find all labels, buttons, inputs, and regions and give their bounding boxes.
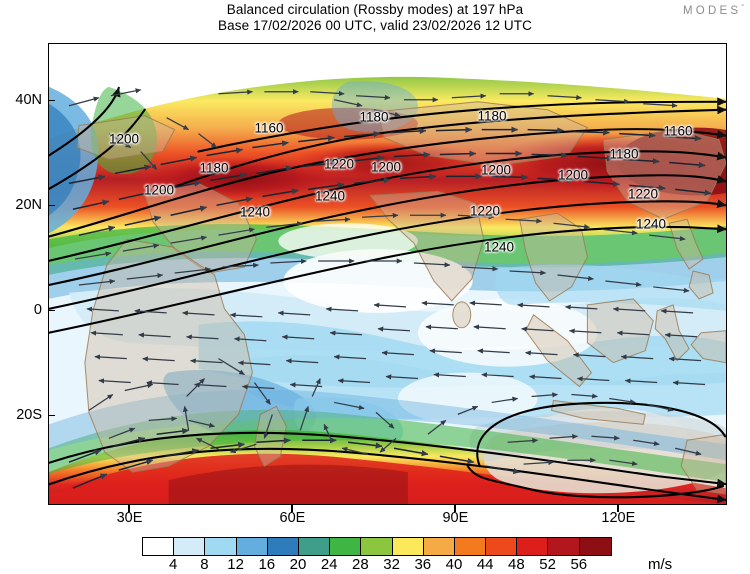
colorbar-tick-48: 48	[508, 556, 525, 573]
colorbar-tick-32: 32	[383, 556, 400, 573]
x-tick-mark	[128, 505, 131, 512]
colorbar-cell-11	[486, 538, 518, 555]
weather-map-svg	[49, 44, 726, 504]
colorbar-cell-14	[579, 538, 611, 555]
brand-mark: °	[741, 4, 744, 11]
colorbar[interactable]	[142, 537, 612, 556]
colorbar-tick-28: 28	[352, 556, 369, 573]
y-tick-label-40N: 40N	[15, 91, 42, 108]
contour-label: 1240	[635, 216, 667, 232]
y-tick-mark	[48, 414, 55, 417]
colorbar-cell-13	[548, 538, 580, 555]
colorbar-cell-1	[174, 538, 206, 555]
chart-subtitle: Base 17/02/2026 00 UTC, valid 23/02/2026…	[218, 18, 532, 33]
colorbar-cell-10	[454, 538, 487, 555]
colorbar-cell-6	[330, 538, 362, 555]
colorbar-cell-12	[517, 538, 549, 555]
x-tick-label-60E: 60E	[279, 510, 306, 526]
y-tick-label-0: 0	[33, 301, 42, 318]
colorbar-cell-4	[267, 538, 299, 555]
colorbar-tick-36: 36	[414, 556, 432, 573]
y-tick-mark	[48, 99, 55, 102]
x-tick-mark	[617, 505, 619, 512]
contour-label: 1240	[314, 188, 346, 204]
colorbar-cell-5	[298, 538, 331, 555]
contour-label: 1220	[469, 203, 501, 219]
colorbar-tick-12: 12	[227, 556, 244, 573]
y-tick-label-20S: 20S	[16, 406, 42, 423]
colorbar-tick-52: 52	[539, 556, 556, 573]
colorbar-cell-2	[205, 538, 237, 555]
y-tick-label-20N: 20N	[15, 196, 42, 213]
contour-label: 1160	[663, 123, 693, 139]
contour-label: 1160	[254, 120, 284, 136]
contour-label: 1180	[609, 146, 639, 162]
y-tick-mark	[48, 309, 55, 312]
contour-label: 1220	[627, 186, 659, 202]
chart-title-block: Balanced circulation (Rossby modes) at 1…	[0, 2, 750, 34]
x-tick-mark	[454, 505, 456, 512]
contour-label: 1240	[239, 204, 271, 220]
contour-label: 1200	[143, 182, 175, 198]
contour-label: 1180	[477, 108, 507, 124]
contour-label: 1200	[480, 162, 512, 178]
x-tick-label-90E: 90E	[442, 510, 469, 526]
colorbar-tick-24: 24	[320, 556, 338, 573]
contour-label: 1200	[370, 159, 402, 175]
contour-label: 1200	[557, 167, 589, 183]
colorbar-cell-7	[361, 538, 393, 555]
colorbar-tick-20: 20	[289, 556, 307, 573]
colorbar-tick-56: 56	[570, 556, 588, 573]
brand-text: MODES	[683, 4, 742, 17]
contour-label: 1200	[108, 131, 140, 147]
contour-label: 1180	[199, 160, 229, 176]
y-tick-mark	[48, 204, 55, 207]
x-tick-mark	[291, 505, 294, 512]
colorbar-cell-9	[423, 538, 455, 555]
colorbar-tick-16: 16	[258, 556, 276, 573]
colorbar-cell-3	[236, 538, 268, 555]
colorbar-cell-0	[143, 538, 175, 555]
map-canvas: 1200 1160 1180 1180 1160 1180 1180 1200 1200 1200…	[49, 44, 726, 504]
map-plot-area[interactable]: 1200 1160 1180 1180 1160 1180 1180 1200 1200 1200…	[48, 43, 727, 505]
colorbar-tick-4: 4	[169, 556, 178, 573]
x-tick-label-30E: 30E	[116, 510, 143, 526]
colorbar-tick-44: 44	[476, 556, 494, 573]
colorbar-cell-8	[392, 538, 424, 555]
contour-label: 1180	[359, 109, 389, 125]
modes-logo: MODES°	[683, 4, 744, 17]
colorbar-tick-8: 8	[200, 556, 209, 573]
contour-label: 1240	[483, 239, 515, 255]
x-tick-label-120E: 120E	[601, 510, 636, 526]
contour-label: 1220	[323, 156, 355, 172]
colorbar-units-label: m/s	[648, 556, 673, 573]
colorbar-tick-40: 40	[445, 556, 463, 573]
page-title: Balanced circulation (Rossby modes) at 1…	[226, 2, 524, 17]
